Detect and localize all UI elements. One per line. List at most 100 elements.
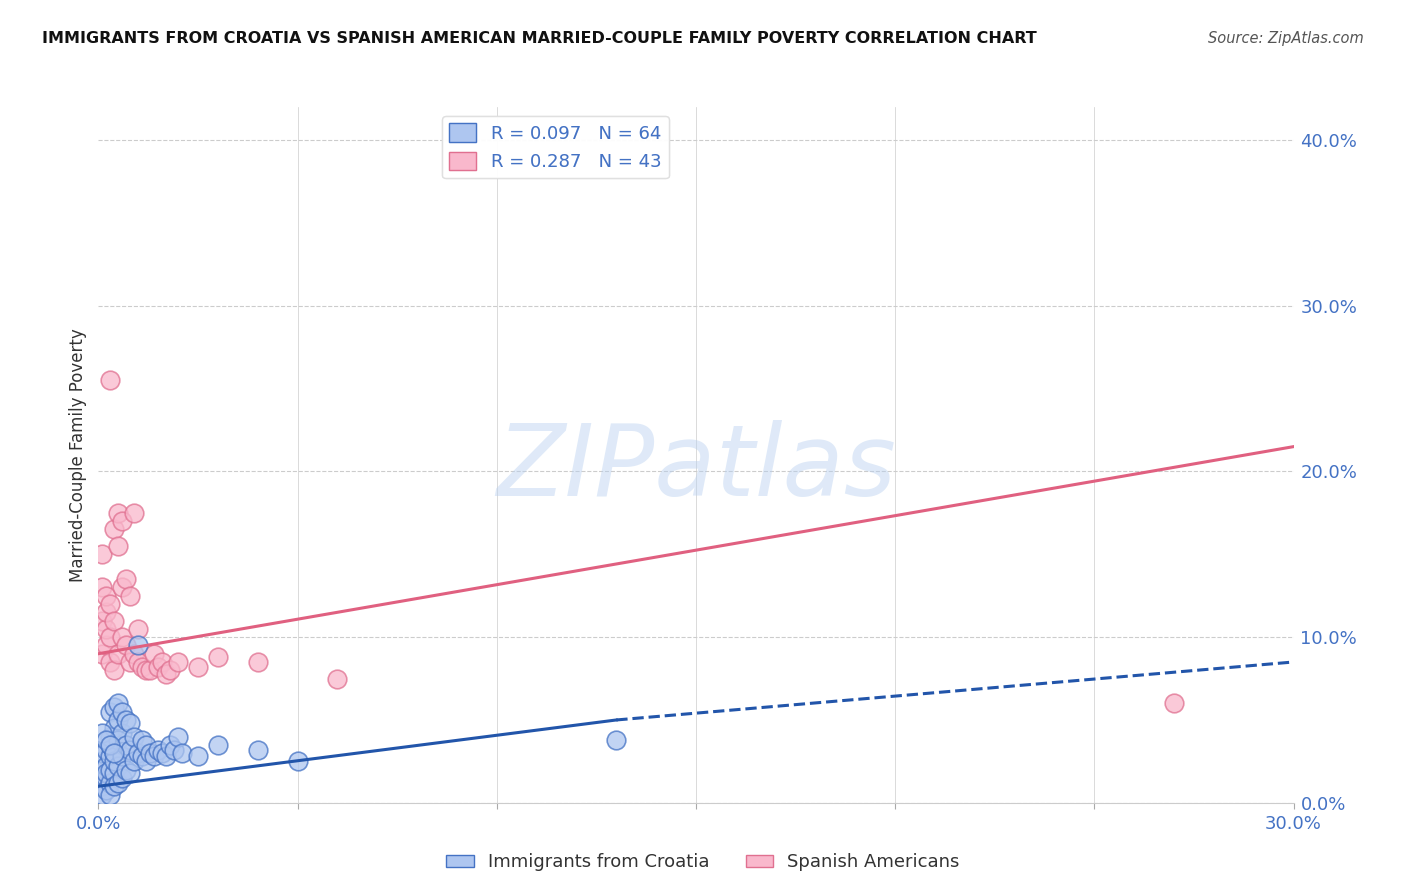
Point xyxy=(139,746,162,760)
Point xyxy=(107,506,129,520)
Point xyxy=(91,726,114,740)
Point xyxy=(91,746,114,760)
Point xyxy=(91,581,114,595)
Point xyxy=(96,759,118,773)
Point xyxy=(107,697,129,711)
Point xyxy=(150,746,173,760)
Point xyxy=(326,672,349,686)
Point xyxy=(103,663,125,677)
Point xyxy=(115,713,138,727)
Point xyxy=(120,743,142,757)
Point xyxy=(167,655,190,669)
Point xyxy=(100,738,122,752)
Point xyxy=(111,705,134,719)
Point xyxy=(107,776,129,790)
Point xyxy=(91,788,114,802)
Point xyxy=(148,743,170,757)
Text: ZIPatlas: ZIPatlas xyxy=(496,420,896,517)
Point xyxy=(91,763,114,777)
Point xyxy=(103,755,125,769)
Point xyxy=(127,655,149,669)
Point xyxy=(107,713,129,727)
Point xyxy=(124,647,146,661)
Point xyxy=(135,755,157,769)
Point xyxy=(143,647,166,661)
Point xyxy=(100,597,122,611)
Point xyxy=(124,755,146,769)
Point xyxy=(127,746,149,760)
Point xyxy=(120,716,142,731)
Point xyxy=(96,743,118,757)
Point xyxy=(100,788,122,802)
Point xyxy=(115,738,138,752)
Point xyxy=(111,749,134,764)
Point xyxy=(155,666,177,681)
Point xyxy=(96,771,118,785)
Point xyxy=(103,746,125,760)
Point xyxy=(187,749,209,764)
Point xyxy=(111,726,134,740)
Legend: Immigrants from Croatia, Spanish Americans: Immigrants from Croatia, Spanish America… xyxy=(439,847,967,879)
Point xyxy=(124,506,146,520)
Point xyxy=(246,743,269,757)
Point xyxy=(100,655,122,669)
Point xyxy=(120,589,142,603)
Point xyxy=(96,622,118,636)
Point xyxy=(115,639,138,653)
Point xyxy=(287,755,309,769)
Point xyxy=(135,663,157,677)
Point xyxy=(107,539,129,553)
Point xyxy=(91,647,114,661)
Point xyxy=(96,589,118,603)
Point xyxy=(96,732,118,747)
Y-axis label: Married-Couple Family Poverty: Married-Couple Family Poverty xyxy=(69,328,87,582)
Point xyxy=(207,650,229,665)
Point xyxy=(143,749,166,764)
Point xyxy=(103,746,125,760)
Point xyxy=(96,605,118,619)
Point xyxy=(163,743,186,757)
Legend: R = 0.097   N = 64, R = 0.287   N = 43: R = 0.097 N = 64, R = 0.287 N = 43 xyxy=(441,116,669,178)
Point xyxy=(103,523,125,537)
Point xyxy=(150,655,173,669)
Point xyxy=(100,705,122,719)
Point xyxy=(120,655,142,669)
Text: IMMIGRANTS FROM CROATIA VS SPANISH AMERICAN MARRIED-COUPLE FAMILY POVERTY CORREL: IMMIGRANTS FROM CROATIA VS SPANISH AMERI… xyxy=(42,31,1038,46)
Point xyxy=(135,738,157,752)
Point xyxy=(107,759,129,773)
Point xyxy=(246,655,269,669)
Point xyxy=(111,514,134,528)
Point xyxy=(127,622,149,636)
Point xyxy=(207,738,229,752)
Point xyxy=(107,732,129,747)
Point xyxy=(155,749,177,764)
Point xyxy=(103,699,125,714)
Point xyxy=(605,732,627,747)
Point xyxy=(131,660,153,674)
Point xyxy=(100,763,122,777)
Point xyxy=(159,663,181,677)
Point xyxy=(111,630,134,644)
Point xyxy=(120,766,142,780)
Point xyxy=(91,547,114,561)
Point xyxy=(159,738,181,752)
Point xyxy=(103,779,125,793)
Point xyxy=(100,373,122,387)
Point xyxy=(100,738,122,752)
Point xyxy=(115,572,138,586)
Point xyxy=(1163,697,1185,711)
Point xyxy=(187,660,209,674)
Point xyxy=(91,614,114,628)
Text: Source: ZipAtlas.com: Source: ZipAtlas.com xyxy=(1208,31,1364,46)
Point xyxy=(91,755,114,769)
Point xyxy=(103,614,125,628)
Point xyxy=(167,730,190,744)
Point xyxy=(100,776,122,790)
Point xyxy=(91,779,114,793)
Point xyxy=(131,732,153,747)
Point xyxy=(127,639,149,653)
Point xyxy=(96,782,118,797)
Point xyxy=(115,763,138,777)
Point xyxy=(103,766,125,780)
Point xyxy=(107,647,129,661)
